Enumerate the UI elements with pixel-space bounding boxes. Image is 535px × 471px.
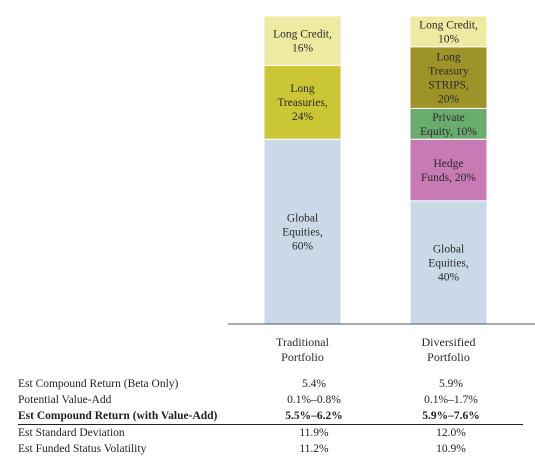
stats-value-traditional: 11.9% (299, 427, 329, 439)
stats-value-diversified: 0.1%–1.7% (424, 394, 478, 406)
stats-value-diversified: 10.9% (436, 443, 466, 455)
stats-row-label: Est Compound Return (Beta Only) (18, 378, 179, 390)
bar-segment-label-1-1: Hedge Funds, 20% (421, 158, 476, 184)
stats-value-traditional: 5.4% (302, 378, 326, 390)
stats-value-diversified: 12.0% (436, 427, 466, 439)
stats-row: Est Standard Deviation 11.9% 12.0% (18, 425, 523, 441)
bar-segment-1-2 (409, 107, 488, 140)
stats-value-traditional: 5.5%–6.2% (285, 410, 343, 422)
bar-segment-1-4 (409, 15, 488, 48)
bar-segment-0-2 (263, 15, 342, 66)
bar-segment-label-1-4: Long Credit, 10% (419, 19, 478, 45)
stats-value-diversified: 5.9%–7.6% (422, 410, 480, 422)
bar-segment-label-1-2: Private Equity, 10% (420, 112, 477, 138)
stacked-bar-chart: Global Equities, 60% Long Treasuries, 24% Long… (228, 15, 535, 364)
bar-segment-label-0-0: Global Equities, 60% (282, 213, 323, 253)
stats-row: Est Compound Return (with Value-Add) 5.5%… (18, 408, 523, 425)
stats-row-label: Potential Value-Add (18, 394, 112, 406)
stats-row-label: Est Standard Deviation (18, 427, 125, 439)
portfolio-stats-table: Est Compound Return (Beta Only) 5.4% 5.9% P… (18, 376, 523, 457)
bar-segment-1-1 (409, 138, 488, 202)
bar-segment-label-0-1: Long Treasuries, 24% (277, 83, 327, 123)
bar-segment-label-1-0: Global Equities, 40% (428, 243, 469, 283)
stats-row-label: Est Funded Status Volatility (18, 443, 147, 455)
x-tick-label-1: Diversified Portfolio (422, 335, 476, 364)
stats-value-diversified: 5.9% (439, 378, 463, 390)
stats-row: Est Funded Status Volatility 11.2% 10.9% (18, 441, 523, 457)
x-axis-labels: Traditional Portfolio Diversified Portfolio (276, 335, 475, 364)
stats-row: Potential Value-Add 0.1%–0.8% 0.1%–1.7% (18, 392, 523, 408)
bar-segment-label-0-2: Long Credit, 16% (273, 29, 332, 55)
stats-value-traditional: 0.1%–0.8% (287, 394, 341, 406)
stats-row-label: Est Compound Return (with Value-Add) (18, 410, 218, 422)
bar-segment-0-0 (263, 138, 342, 325)
stats-row: Est Compound Return (Beta Only) 5.4% 5.9% (18, 376, 523, 392)
stats-value-traditional: 11.2% (299, 443, 329, 455)
bar-segment-label-1-3: Long Treasury STRIPS, 20% (428, 52, 469, 106)
bars-layer: Global Equities, 60% Long Treasuries, 24% Long… (263, 15, 488, 325)
x-tick-label-0: Traditional Portfolio (276, 335, 330, 364)
bar-segment-0-1 (263, 64, 342, 140)
